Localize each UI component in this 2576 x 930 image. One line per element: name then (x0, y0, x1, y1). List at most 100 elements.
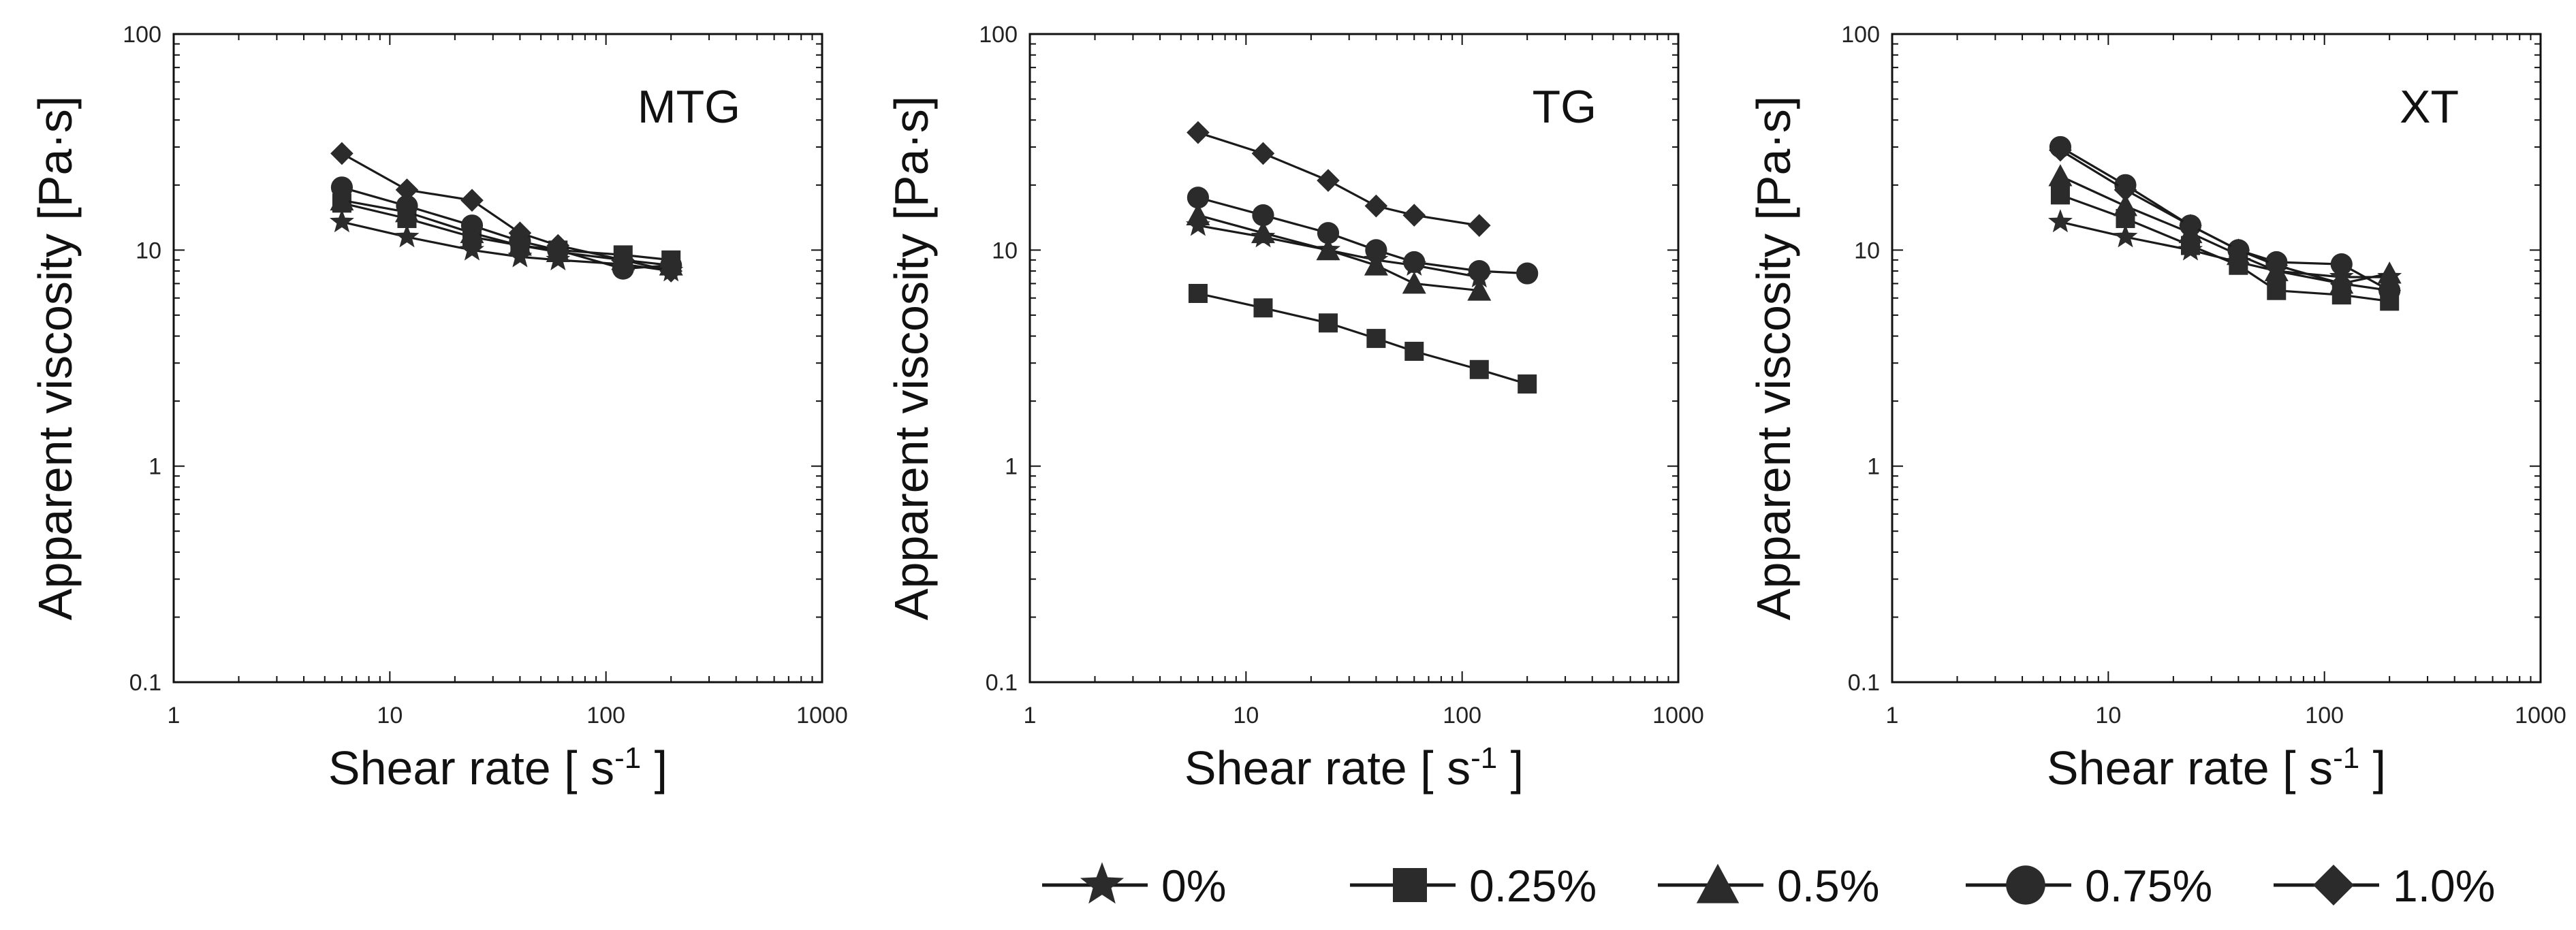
plot-frame (1891, 33, 2542, 684)
data-point-diamond (2227, 238, 2250, 262)
data-point-circle (1516, 262, 1539, 285)
x-tick-label: 10 (2095, 703, 2121, 728)
plot-frame (1028, 33, 1680, 684)
x-tick-label: 100 (586, 703, 625, 728)
data-point-diamond (508, 221, 532, 245)
legend-item-circle: 0.75% (1966, 861, 2212, 911)
data-point-diamond (659, 259, 682, 283)
x-tick-label: 1 (1024, 703, 1037, 728)
legend-item-star: 0% (1042, 861, 1226, 911)
data-point-diamond (1364, 194, 1388, 218)
data-point-star (2048, 209, 2073, 233)
legend-label: 0% (1161, 861, 1226, 911)
legend-label: 1.0% (2393, 861, 2495, 911)
y-tick-label: 10 (1854, 238, 1880, 263)
data-point-square (1366, 329, 1386, 349)
y-axis-title: Apparent viscosity [Pa·s] (1747, 96, 1800, 620)
legend-circle-marker (2006, 865, 2045, 905)
y-tick-label: 10 (992, 238, 1018, 263)
x-tick-label: 10 (377, 703, 403, 728)
data-point-triangle (1364, 253, 1388, 276)
x-tick-label: 1000 (1652, 703, 1704, 728)
y-tick-label: 100 (1841, 22, 1880, 48)
data-point-diamond (1402, 204, 1426, 227)
legend-triangle-marker (1696, 863, 1740, 903)
legend-item-square: 0.25% (1350, 861, 1597, 911)
y-tick-label: 0.1 (129, 670, 161, 696)
x-tick-label: 1000 (796, 703, 848, 728)
data-point-triangle (1251, 221, 1275, 244)
x-axis-title: Shear rate [ s-1 ] (2047, 741, 2386, 795)
data-point-circle (2330, 253, 2353, 276)
data-point-diamond (2114, 178, 2137, 202)
legend-label: 0.5% (1777, 861, 1879, 911)
legend-item-diamond: 1.0% (2274, 861, 2495, 911)
panel-title: TG (1533, 81, 1597, 133)
data-point-triangle (1316, 238, 1340, 261)
x-tick-label: 1000 (2515, 703, 2566, 728)
data-point-circle (1187, 187, 1210, 209)
panel-title: MTG (638, 81, 740, 133)
data-point-square (1518, 374, 1537, 394)
legend-label: 0.25% (1469, 861, 1597, 911)
data-point-diamond (2049, 138, 2072, 162)
data-point-square (1253, 298, 1273, 318)
data-point-star (2113, 224, 2138, 248)
data-point-triangle (2377, 261, 2402, 284)
data-point-star (460, 237, 484, 261)
data-point-diamond (2329, 272, 2353, 295)
data-point-diamond (395, 178, 419, 202)
x-tick-label: 100 (1443, 703, 1481, 728)
data-point-square (1469, 359, 1489, 379)
x-tick-label: 100 (2305, 703, 2344, 728)
x-tick-label: 1 (168, 703, 180, 728)
plot-frame (172, 33, 823, 684)
x-tick-label: 10 (1233, 703, 1259, 728)
series-circle (1187, 187, 1539, 285)
data-point-diamond (1467, 214, 1491, 237)
y-axis-title: Apparent viscosity [Pa·s] (29, 96, 82, 620)
y-tick-label: 10 (136, 238, 161, 263)
data-point-diamond (2378, 278, 2401, 302)
legend-square-marker (1393, 868, 1427, 902)
data-point-diamond (1251, 142, 1275, 165)
data-point-circle (1252, 204, 1274, 227)
legend-label: 0.75% (2085, 861, 2212, 911)
series-diamond (2049, 138, 2401, 302)
y-tick-label: 100 (979, 22, 1018, 48)
data-point-circle (1365, 239, 1387, 261)
data-point-triangle (2048, 164, 2073, 187)
data-point-square (1404, 342, 1424, 362)
legend: 0% 0.25% 0.5% 0.75% 1.0% (1042, 861, 2495, 911)
series-square (1188, 284, 1537, 394)
data-point-square (1318, 313, 1338, 333)
y-tick-label: 1 (1005, 454, 1018, 480)
series-triangle (1186, 203, 1492, 301)
legend-item-triangle: 0.5% (1658, 861, 1879, 911)
x-axis-title: Shear rate [ s-1 ] (1184, 741, 1524, 795)
data-point-circle (460, 214, 484, 237)
data-point-diamond (611, 248, 635, 272)
data-point-circle (396, 195, 418, 217)
series-line (1197, 131, 1480, 227)
data-point-diamond (1187, 121, 1210, 144)
data-point-square (1188, 284, 1208, 304)
data-point-diamond (2179, 214, 2202, 237)
data-point-square (2050, 185, 2070, 205)
data-point-circle (330, 176, 354, 199)
data-point-diamond (546, 234, 570, 257)
series-line (1197, 214, 1479, 292)
data-point-diamond (460, 189, 484, 212)
data-point-triangle (1467, 278, 1492, 301)
data-point-circle (1468, 259, 1490, 283)
data-point-star (394, 224, 420, 248)
data-point-square (2267, 280, 2287, 300)
legend-star-marker (1080, 862, 1125, 904)
data-point-triangle (1402, 271, 1426, 294)
data-point-diamond (2265, 253, 2289, 277)
data-point-triangle (1186, 203, 1210, 226)
y-tick-label: 1 (1867, 454, 1880, 480)
x-axis-title: Shear rate [ s-1 ] (328, 741, 667, 795)
